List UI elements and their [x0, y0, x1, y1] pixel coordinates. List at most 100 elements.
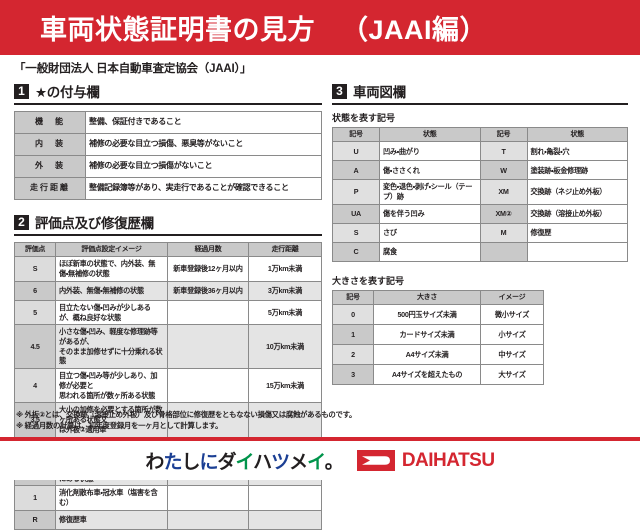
table-row: 1 消化剤散布車・冠水車（塩害を含む）	[14, 485, 322, 511]
section-3-heading: 3 車両図欄	[332, 81, 628, 105]
table-row: 4 目立つ傷・凹み等が少しあり、加修が必要と 思われる箇所が数ヶ所ある状態 15万km…	[14, 368, 322, 404]
rating-image-text: 消化剤散布車・冠水車（塩害を含む）	[55, 485, 168, 511]
column-header-distance: 走行距離	[248, 241, 322, 258]
table-header-row: 評価点 評価点設定イメージ 経過月数 走行距離	[14, 241, 322, 258]
tagline-char: イ	[307, 452, 326, 473]
section-1-heading: 1 ★の付与欄	[14, 81, 322, 105]
table-header-row: 記号 状態 記号 状態	[332, 126, 628, 143]
size-value: A4サイズを超えたもの	[373, 364, 481, 386]
rating-image-text: 目立たない傷・凹みが少しあるが、概ね良好な状態	[55, 299, 168, 326]
symbol-state-left: 傷を伴う凹み	[379, 203, 481, 224]
table-row: P 変色・退色・剥げ・シール（テープ）跡 XM 交換跡（ネジ止め外板）	[332, 179, 628, 205]
daihatsu-wordmark: DAIHATSU	[401, 449, 495, 471]
symbol-code-right: XM	[479, 179, 528, 205]
symbol-state-left: 凹み・曲がり	[379, 141, 481, 162]
rating-months: 新車登録後12ヶ月以内	[167, 256, 249, 282]
table-row: S ほぼ新車の状態で、内外装、無傷・無補修の状態 新車登録後12ヶ月以内 1万km未満	[14, 256, 322, 282]
symbol-state-right: 交換跡（溶接止め外板）	[526, 203, 628, 224]
rating-distance	[248, 509, 322, 530]
symbol-code-left: S	[332, 222, 380, 243]
grant-label: 外 装	[14, 155, 86, 178]
rating-distance	[248, 485, 322, 511]
table-row: 機 能 整備、保証付きであること	[14, 111, 322, 134]
tagline-char: に	[199, 452, 218, 473]
size-table-caption: 大きさを表す記号	[332, 275, 405, 286]
table-row: R 修復歴車	[14, 509, 322, 530]
grant-text: 補修の必要な目立つ損傷、悪臭等がないこと	[85, 133, 322, 156]
rating-image-text: 修復歴車	[55, 509, 168, 530]
tagline-char: イ	[235, 452, 255, 473]
symbol-code-right: T	[479, 141, 528, 162]
rating-image-text: 小さな傷・凹み、軽度な修理跡等があるが、 そのまま加修せずに十分乗れる状態	[55, 324, 168, 370]
table-row: U 凹み・曲がり T 割れ・亀裂・穴	[332, 141, 628, 162]
rating-months	[167, 485, 249, 511]
star-grant-table: 機 能 整備、保証付きであること 内 装 補修の必要な目立つ損傷、悪臭等がないこ…	[14, 111, 322, 200]
size-image-label: 中サイズ	[480, 344, 544, 366]
column-header-state-right: 状態	[526, 126, 628, 143]
rating-image-text: 内外装、無傷・無補修の状態	[55, 280, 168, 301]
section-3-number: 3	[332, 83, 347, 99]
table-row: 内 装 補修の必要な目立つ損傷、悪臭等がないこと	[14, 133, 322, 156]
rating-months: 新車登録後36ヶ月以内	[167, 280, 249, 301]
rating-table-head: 評価点 評価点設定イメージ 経過月数 走行距離	[14, 241, 322, 258]
tagline-char: わ	[145, 452, 164, 473]
size-table-body: 0 500円玉サイズ未満 微小サイズ 1 カードサイズ未満 小サイズ 2 A4サイズ未満 中サイ…	[332, 304, 544, 386]
column-header-code-right: 記号	[479, 126, 528, 143]
symbol-state-right: 修復歴	[526, 222, 628, 243]
table-row: 2 A4サイズ未満 中サイズ	[332, 344, 544, 366]
table-header-row: 記号 大きさ イメージ	[332, 289, 544, 306]
symbol-code-left: A	[332, 160, 380, 181]
rating-score: 5	[14, 299, 56, 326]
section-2-heading: 2 評価点及び修復歴欄	[14, 212, 322, 236]
size-image-label: 大サイズ	[480, 364, 544, 386]
symbol-code-left: C	[332, 241, 380, 262]
size-image-label: 小サイズ	[480, 324, 544, 346]
grant-label: 機 能	[14, 111, 86, 134]
rating-months	[167, 299, 249, 326]
tagline-char: た	[163, 452, 182, 473]
page-footer: わたしにダイハツメイ。 DAIHATSU	[0, 441, 640, 480]
symbol-code-right: W	[479, 160, 528, 181]
daihatsu-emblem-icon	[356, 450, 395, 471]
column-header-score: 評価点	[14, 241, 56, 258]
section-1-title: ★の付与欄	[35, 85, 100, 100]
symbol-table-head: 記号 状態 記号 状態	[332, 126, 628, 143]
rating-score: S	[14, 256, 56, 282]
column-header-image: 評価点設定イメージ	[55, 241, 168, 258]
rating-distance: 1万km未満	[248, 256, 322, 282]
rating-score: 4.5	[14, 324, 56, 370]
size-value: A4サイズ未満	[373, 344, 481, 366]
rating-distance: 3万km未満	[248, 280, 322, 301]
daihatsu-logo: DAIHATSU	[356, 449, 495, 472]
section-3-title: 車両図欄	[353, 85, 406, 100]
symbol-table-body: U 凹み・曲がり T 割れ・亀裂・穴 A 傷・ささくれ W 塗装跡・板金修理跡 P 変色・退色・剥…	[332, 141, 628, 262]
size-table-head: 記号 大きさ イメージ	[332, 289, 544, 306]
rating-score: 6	[14, 280, 56, 301]
tagline-char: ハ	[253, 452, 272, 473]
table-row: C 腐食	[332, 241, 628, 262]
brand-tagline: わたしにダイハツメイ。	[145, 447, 343, 474]
section-1-number: 1	[14, 83, 29, 99]
symbol-state-left: 変色・退色・剥げ・シール（テープ）跡	[379, 179, 481, 205]
table-row: 外 装 補修の必要な目立つ損傷がないこと	[14, 155, 322, 178]
size-code: 1	[332, 324, 374, 346]
table-row: A 傷・ささくれ W 塗装跡・板金修理跡	[332, 160, 628, 181]
size-image-label: 微小サイズ	[480, 304, 544, 326]
rating-distance	[248, 402, 322, 438]
symbol-state-right: 塗装跡・板金修理跡	[526, 160, 628, 181]
size-code: 3	[332, 364, 374, 386]
footnotes: ※ 外板②とは、交換跡（溶接止め外板）及び骨格部位に修復歴をともなない損傷又は腐…	[16, 409, 356, 431]
rating-score: R	[14, 509, 56, 530]
table-row: 5 目立たない傷・凹みが少しあるが、概ね良好な状態 5万km未満	[14, 299, 322, 326]
state-symbol-table: 記号 状態 記号 状態 U 凹み・曲がり T 割れ・亀裂・穴 A 傷・ささくれ W 塗装跡・板…	[332, 126, 628, 262]
size-value: カードサイズ未満	[373, 324, 481, 346]
symbol-state-left: 傷・ささくれ	[379, 160, 481, 181]
size-code: 0	[332, 304, 374, 326]
symbol-state-right: 交換跡（ネジ止め外板）	[526, 179, 628, 205]
symbol-code-left: UA	[332, 203, 380, 224]
table-row: 走行距離 整備記録簿等があり、実走行であることが確認できること	[14, 177, 322, 200]
page-header-band: 車両状態証明書の見方 （JAAI編）	[0, 0, 640, 55]
rating-distance: 10万km未満	[248, 324, 322, 370]
symbol-code-right: XM②	[479, 203, 528, 224]
table-row: 3 A4サイズを超えたもの 大サイズ	[332, 364, 544, 386]
